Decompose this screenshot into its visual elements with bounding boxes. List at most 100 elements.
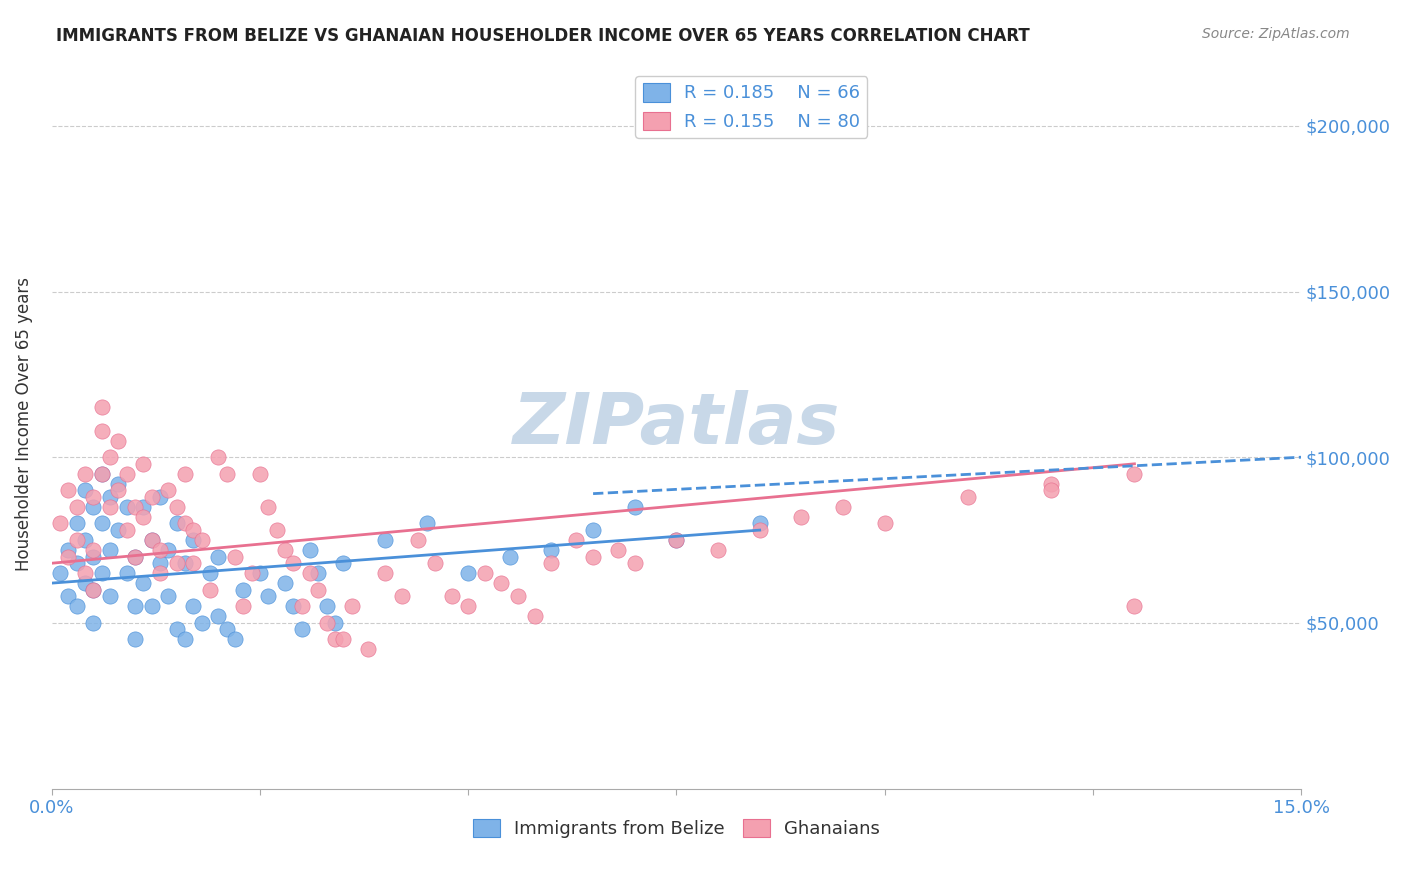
Point — [198, 582, 221, 597]
Point — [207, 450, 229, 465]
Point — [249, 566, 271, 581]
Point — [198, 566, 221, 581]
Point — [266, 523, 288, 537]
Point — [82, 543, 104, 558]
Point — [332, 632, 354, 647]
Point — [49, 516, 72, 531]
Point — [90, 467, 112, 481]
Y-axis label: Householder Income Over 65 years: Householder Income Over 65 years — [15, 277, 32, 571]
Point — [75, 483, 97, 498]
Point — [115, 566, 138, 581]
Point — [166, 516, 188, 531]
Point — [58, 549, 80, 564]
Point — [207, 549, 229, 564]
Point — [166, 556, 188, 570]
Point — [1040, 476, 1063, 491]
Point — [540, 556, 562, 570]
Point — [58, 483, 80, 498]
Point — [107, 483, 129, 498]
Point — [215, 467, 238, 481]
Point — [82, 549, 104, 564]
Point — [132, 500, 155, 514]
Point — [707, 543, 730, 558]
Point — [174, 516, 197, 531]
Point — [115, 467, 138, 481]
Point — [98, 500, 121, 514]
Point — [75, 533, 97, 547]
Point — [307, 582, 329, 597]
Point — [357, 642, 380, 657]
Point — [257, 590, 280, 604]
Point — [174, 632, 197, 647]
Point — [166, 500, 188, 514]
Point — [90, 516, 112, 531]
Text: IMMIGRANTS FROM BELIZE VS GHANAIAN HOUSEHOLDER INCOME OVER 65 YEARS CORRELATION : IMMIGRANTS FROM BELIZE VS GHANAIAN HOUSE… — [56, 27, 1031, 45]
Point — [340, 599, 363, 614]
Point — [232, 599, 254, 614]
Point — [274, 576, 297, 591]
Point — [82, 615, 104, 630]
Point — [124, 599, 146, 614]
Point — [157, 543, 180, 558]
Point — [90, 566, 112, 581]
Point — [406, 533, 429, 547]
Point — [457, 566, 479, 581]
Point — [499, 549, 522, 564]
Point — [1123, 467, 1146, 481]
Point — [82, 500, 104, 514]
Point — [82, 582, 104, 597]
Point — [174, 556, 197, 570]
Point — [66, 500, 89, 514]
Point — [149, 556, 172, 570]
Point — [58, 590, 80, 604]
Point — [224, 632, 246, 647]
Point — [207, 609, 229, 624]
Point — [157, 483, 180, 498]
Point — [149, 566, 172, 581]
Point — [415, 516, 437, 531]
Point — [224, 549, 246, 564]
Text: ZIPatlas: ZIPatlas — [513, 390, 839, 458]
Point — [90, 467, 112, 481]
Text: Source: ZipAtlas.com: Source: ZipAtlas.com — [1202, 27, 1350, 41]
Point — [257, 500, 280, 514]
Point — [508, 590, 530, 604]
Point — [66, 556, 89, 570]
Point — [157, 590, 180, 604]
Point — [523, 609, 546, 624]
Point — [323, 632, 346, 647]
Point — [149, 543, 172, 558]
Point — [166, 623, 188, 637]
Point — [75, 576, 97, 591]
Point — [298, 543, 321, 558]
Point — [124, 549, 146, 564]
Point — [98, 490, 121, 504]
Point — [183, 556, 205, 570]
Point — [748, 516, 770, 531]
Point — [149, 490, 172, 504]
Point — [1040, 483, 1063, 498]
Point — [832, 500, 855, 514]
Point — [174, 467, 197, 481]
Point — [75, 467, 97, 481]
Point — [283, 599, 305, 614]
Point — [307, 566, 329, 581]
Point — [190, 533, 212, 547]
Point — [141, 533, 163, 547]
Point — [124, 549, 146, 564]
Point — [540, 543, 562, 558]
Point — [66, 599, 89, 614]
Point — [582, 549, 605, 564]
Point — [291, 623, 314, 637]
Point — [82, 582, 104, 597]
Point — [582, 523, 605, 537]
Point — [232, 582, 254, 597]
Point — [49, 566, 72, 581]
Point — [98, 543, 121, 558]
Point — [98, 590, 121, 604]
Point — [75, 566, 97, 581]
Point — [315, 599, 337, 614]
Point — [956, 490, 979, 504]
Point — [457, 599, 479, 614]
Point — [98, 450, 121, 465]
